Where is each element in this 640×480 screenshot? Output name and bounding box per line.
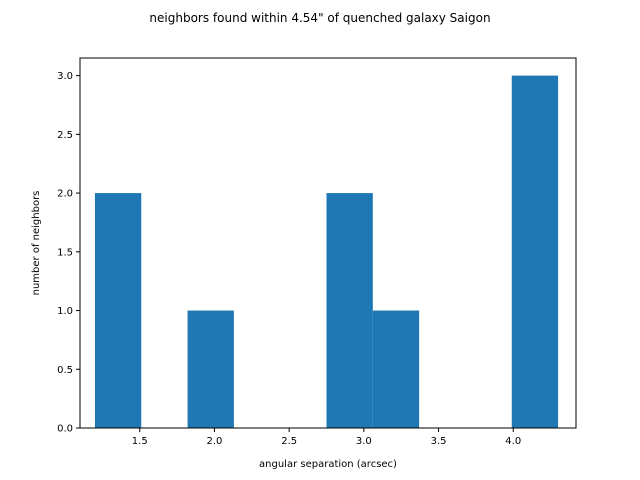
x-tick-label: 4.0 (505, 436, 521, 447)
plot-frame (79, 57, 577, 429)
y-axis-label: number of neighbors (31, 191, 42, 296)
histogram-bar-5 (326, 193, 373, 428)
y-tick-label: 1.0 (57, 306, 73, 317)
y-tick-label: 1.5 (57, 247, 73, 258)
y-tick-label: 2.5 (57, 130, 73, 141)
chart-title: neighbors found within 4.54" of quenched… (149, 11, 490, 25)
x-tick-label: 2.5 (281, 436, 297, 447)
y-tick-label: 2.0 (57, 189, 73, 200)
bars-group (94, 75, 559, 428)
histogram-bar-6 (372, 310, 420, 428)
x-tick-label: 3.5 (431, 436, 447, 447)
histogram-bar-9 (511, 75, 559, 428)
x-axis-ticks: 1.5 2.0 2.5 3.0 3.5 4.0 (132, 428, 521, 447)
histogram-bar-0 (94, 193, 142, 428)
y-tick-label: 3.0 (57, 71, 73, 82)
y-axis-ticks: 0.0 0.5 1.0 1.5 2.0 2.5 3.0 (57, 71, 80, 435)
histogram-bar-2 (187, 310, 234, 428)
x-tick-label: 1.5 (132, 436, 148, 447)
y-tick-label: 0.0 (57, 424, 73, 435)
x-tick-label: 3.0 (356, 436, 372, 447)
x-axis-label: angular separation (arcsec) (259, 459, 397, 470)
x-tick-label: 2.0 (207, 436, 223, 447)
y-tick-label: 0.5 (57, 365, 73, 376)
